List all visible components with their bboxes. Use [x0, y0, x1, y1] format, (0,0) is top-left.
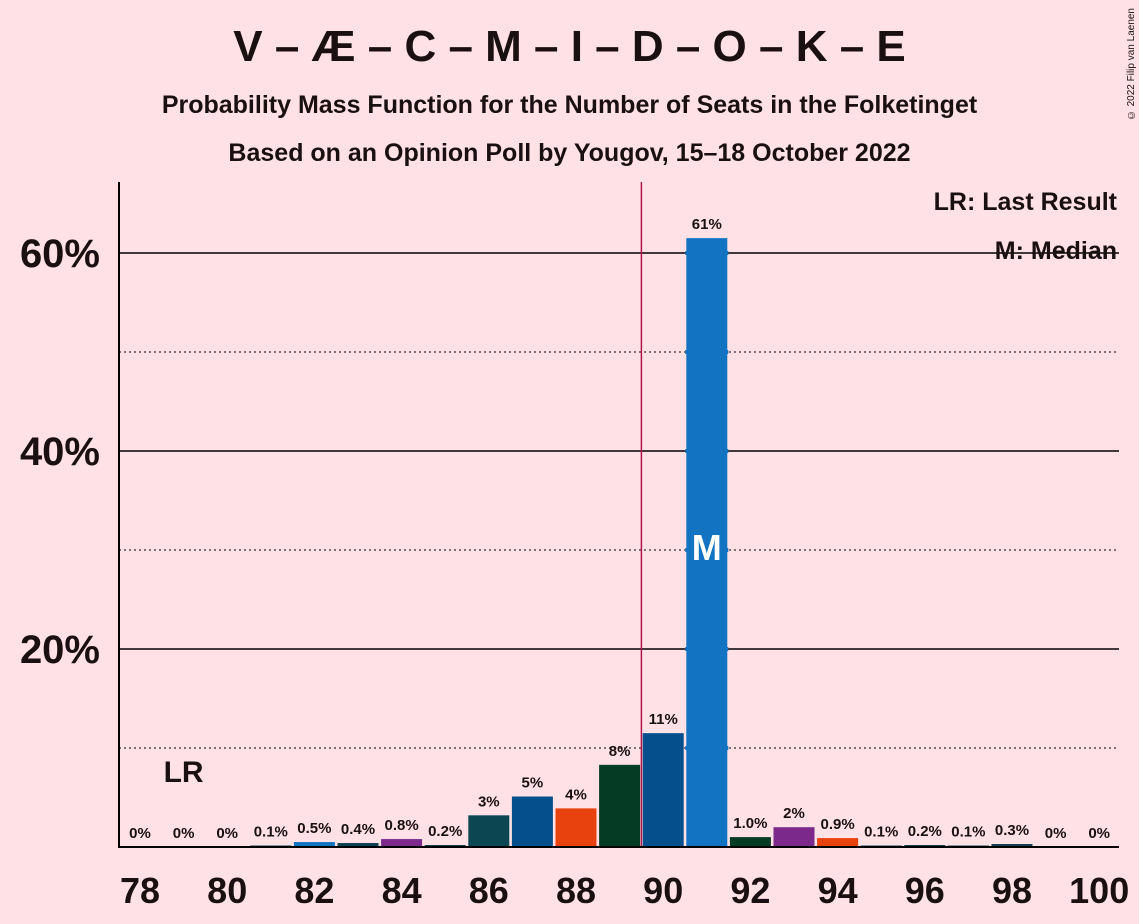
bar-value-label: 0%: [129, 825, 151, 842]
bar-value-label: 0.1%: [864, 824, 898, 841]
legend-median: M: Median: [995, 237, 1117, 265]
last-result-marker: LR: [164, 756, 204, 789]
bar-seat-94: [817, 838, 859, 847]
bar-seat-86: [468, 815, 510, 847]
bar-value-label: 2%: [783, 805, 805, 822]
bar-value-label: 0.2%: [428, 823, 462, 840]
bar-value-label: 3%: [478, 793, 500, 810]
x-tick-label: 84: [382, 870, 422, 911]
median-bar-gridline-mask: [685, 548, 729, 552]
bar-seat-88: [555, 808, 597, 847]
bar-seat-98: [991, 844, 1033, 847]
x-tick-label: 86: [469, 870, 509, 911]
bar-value-label: 5%: [522, 775, 544, 792]
bar-seat-87: [511, 796, 553, 847]
x-tick-label: 90: [643, 870, 683, 911]
bar-seat-84: [381, 839, 423, 847]
x-tick-label: 80: [207, 870, 247, 911]
chart-subtitle: Probability Mass Function for the Number…: [161, 91, 978, 119]
x-tick-label: 100: [1069, 870, 1129, 911]
bar-value-label: 0.5%: [297, 820, 331, 837]
median-bar-gridline-mask: [685, 449, 729, 453]
x-tick-label: 98: [992, 870, 1032, 911]
legend-last-result: LR: Last Result: [934, 188, 1118, 216]
bar-value-label: 0.4%: [341, 821, 375, 838]
x-tick-label: 78: [120, 870, 160, 911]
median-bar-gridline-mask: [685, 647, 729, 651]
median-bar-gridline-mask: [685, 746, 729, 750]
bar-value-label: 0%: [173, 825, 195, 842]
bar-value-label: 1.0%: [733, 815, 767, 832]
x-tick-label: 92: [730, 870, 770, 911]
bar-seat-82: [293, 842, 335, 847]
bar-value-label: 0.3%: [995, 822, 1029, 839]
bar-value-label: 11%: [649, 711, 678, 728]
bar-seat-92: [729, 837, 771, 847]
median-bar-gridline-mask: [685, 350, 729, 354]
median-marker: M: [692, 527, 722, 568]
bar-value-label: 4%: [565, 786, 587, 803]
bar-value-label: 0%: [1088, 825, 1110, 842]
x-tick-label: 82: [294, 870, 334, 911]
bar-value-label: 0.1%: [254, 824, 288, 841]
bar-seat-90: [642, 733, 684, 847]
bar-value-label: 0.8%: [384, 817, 418, 834]
x-tick-label: 88: [556, 870, 596, 911]
bar-seat-93: [773, 827, 815, 847]
bar-seat-91: [686, 238, 728, 847]
bar-value-label: 61%: [692, 216, 722, 233]
x-tick-label: 94: [818, 870, 858, 911]
bar-value-label: 0.1%: [951, 824, 985, 841]
bar-value-label: 0%: [216, 825, 238, 842]
bar-value-label: 0.9%: [820, 816, 854, 833]
bar-value-label: 8%: [609, 743, 631, 760]
chart-title: V – Æ – C – M – I – D – O – K – E: [233, 22, 906, 71]
x-tick-label: 96: [905, 870, 945, 911]
y-tick-label: 40%: [20, 430, 100, 474]
bar-seat-83: [337, 843, 379, 847]
bar-value-label: 0.2%: [908, 823, 942, 840]
bar-value-label: 0%: [1045, 825, 1067, 842]
chart-subtitle-poll: Based on an Opinion Poll by Yougov, 15–1…: [228, 139, 911, 167]
y-tick-label: 60%: [20, 232, 100, 276]
bar-seat-89: [599, 764, 641, 847]
y-tick-label: 20%: [20, 628, 100, 672]
median-bar-gridline-mask: [685, 251, 729, 255]
